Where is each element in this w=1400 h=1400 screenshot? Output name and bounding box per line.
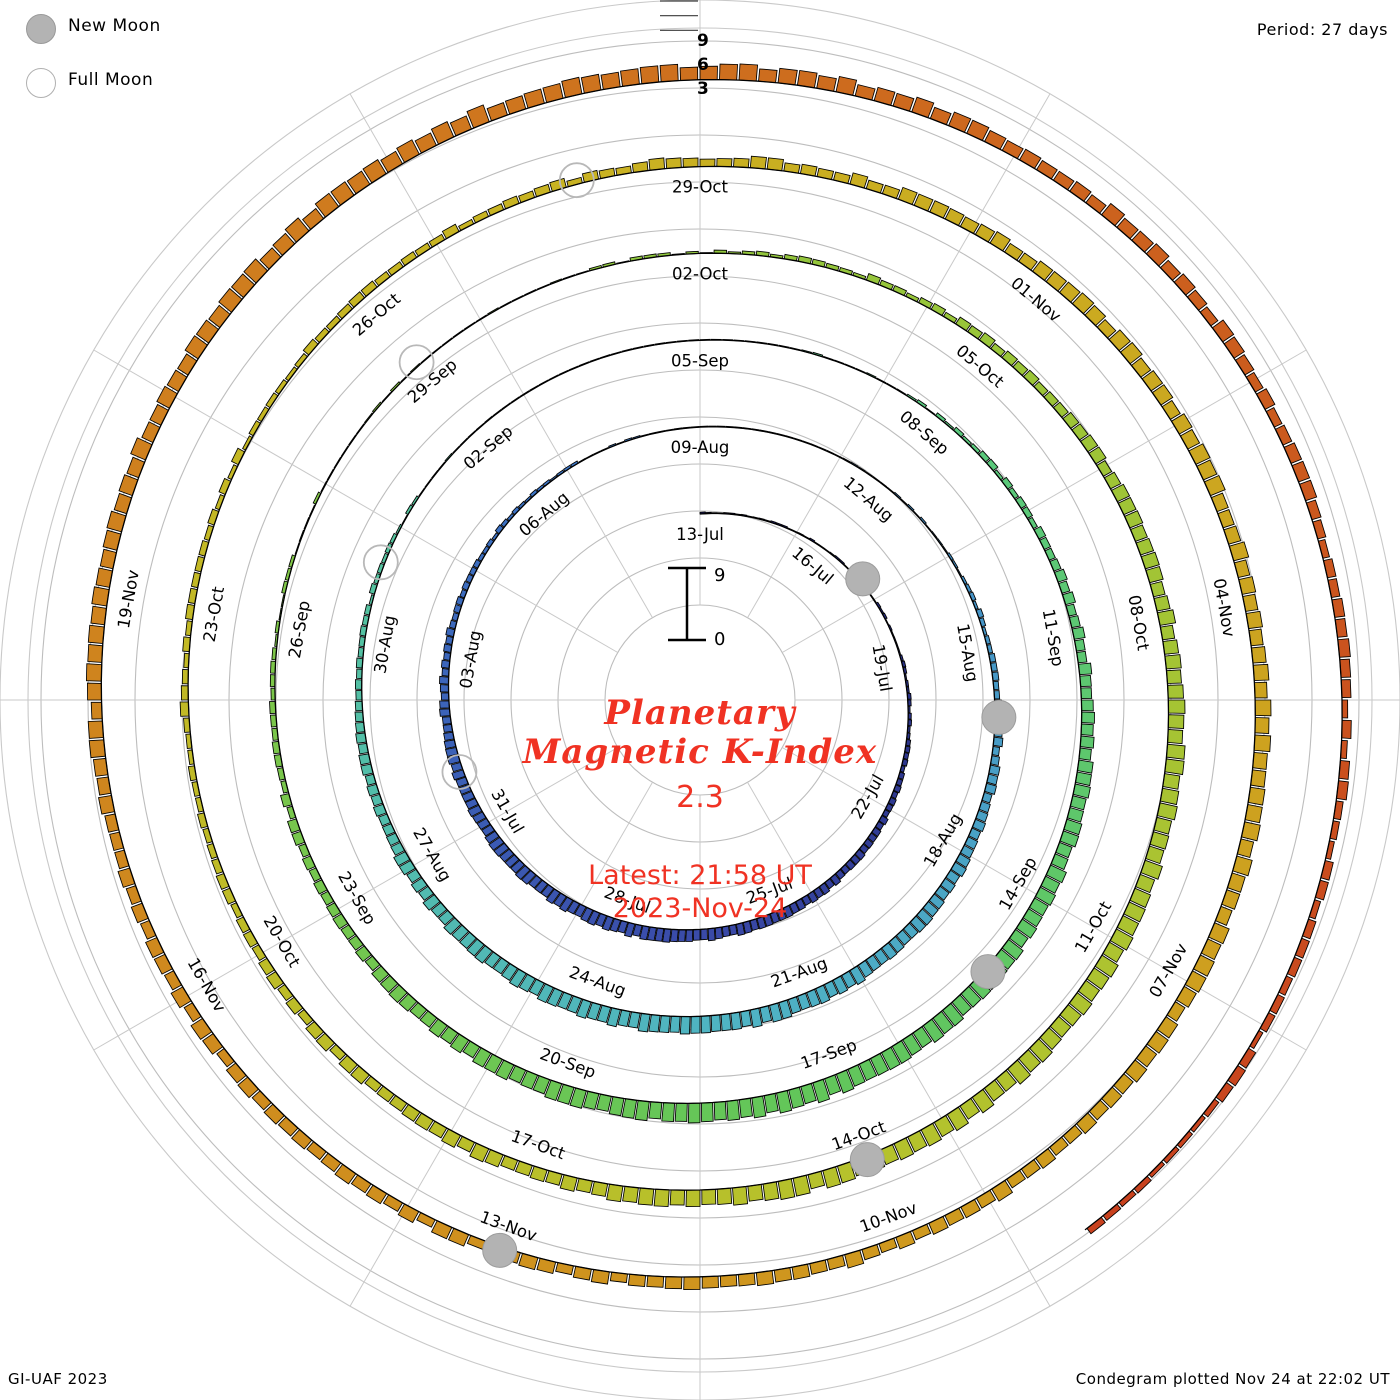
full-moon-marker — [441, 754, 478, 790]
date-label: 19-Jul — [868, 643, 895, 693]
scale-bar-min-label: 0 — [714, 629, 726, 650]
date-label: 26-Sep — [285, 599, 314, 659]
date-label: 30-Aug — [370, 614, 399, 675]
full-moon-marker — [398, 344, 435, 381]
new-moon-marker — [849, 1142, 885, 1178]
full-moon-marker — [558, 162, 595, 199]
radial-tick-6: 6 — [697, 55, 709, 75]
period-label: Period: 27 days — [1256, 20, 1388, 39]
date-label: 29-Sep — [404, 355, 461, 407]
full-moon-marker — [362, 544, 399, 581]
new-moon-marker — [970, 954, 1006, 990]
new-moon-marker — [482, 1232, 518, 1268]
full-moon-legend-label: Full Moon — [68, 70, 154, 90]
date-label: 13-Jul — [676, 525, 724, 544]
date-label: 10-Nov — [857, 1198, 919, 1236]
full-moon-icon — [26, 68, 56, 98]
scale-bar-max-label: 9 — [714, 565, 726, 586]
credit-label: GI-UAF 2023 — [8, 1370, 108, 1388]
date-label: 16-Jul — [788, 543, 837, 588]
latest-time-label: Latest: 21:58 UT — [588, 860, 812, 891]
current-kp-value: 2.3 — [676, 780, 724, 815]
date-label: 04-Nov — [1210, 577, 1239, 639]
date-label: 02-Sep — [460, 422, 517, 474]
new-moon-marker — [981, 699, 1017, 735]
date-label: 15-Aug — [953, 622, 982, 683]
date-label: 02-Oct — [672, 264, 728, 283]
date-label: 09-Aug — [671, 438, 730, 457]
new-moon-icon — [26, 14, 56, 44]
date-label: 23-Oct — [200, 585, 229, 644]
date-label: 17-Oct — [509, 1126, 569, 1163]
date-label: 12-Aug — [840, 473, 897, 525]
date-label: 29-Oct — [672, 178, 728, 197]
new-moon-marker — [845, 561, 881, 597]
date-label: 19-Nov — [114, 568, 143, 630]
moon-markers — [362, 162, 1017, 1268]
date-label: 08-Oct — [1124, 594, 1153, 653]
date-label: 05-Sep — [671, 351, 729, 370]
page-title-line1: Planetary — [604, 693, 796, 733]
date-label: 17-Sep — [798, 1035, 859, 1073]
latest-date-label: 2023-Nov-24 — [612, 893, 788, 924]
date-label: 08-Sep — [896, 407, 953, 459]
date-label: 24-Aug — [567, 963, 629, 1001]
date-label: 20-Sep — [537, 1044, 598, 1082]
spiral-baselines — [100, 78, 1343, 1278]
plotted-timestamp-label: Condegram plotted Nov 24 at 22:02 UT — [1075, 1370, 1390, 1388]
date-label: 03-Aug — [456, 629, 485, 690]
radial-tick-3: 3 — [697, 79, 709, 99]
scale-bar-icon — [668, 566, 706, 642]
new-moon-legend-label: New Moon — [68, 16, 161, 36]
date-label: 06-Aug — [515, 488, 572, 540]
page-title-line2: Magnetic K-Index — [522, 732, 878, 772]
date-label: 11-Sep — [1039, 607, 1068, 667]
radial-tick-9: 9 — [697, 31, 709, 51]
